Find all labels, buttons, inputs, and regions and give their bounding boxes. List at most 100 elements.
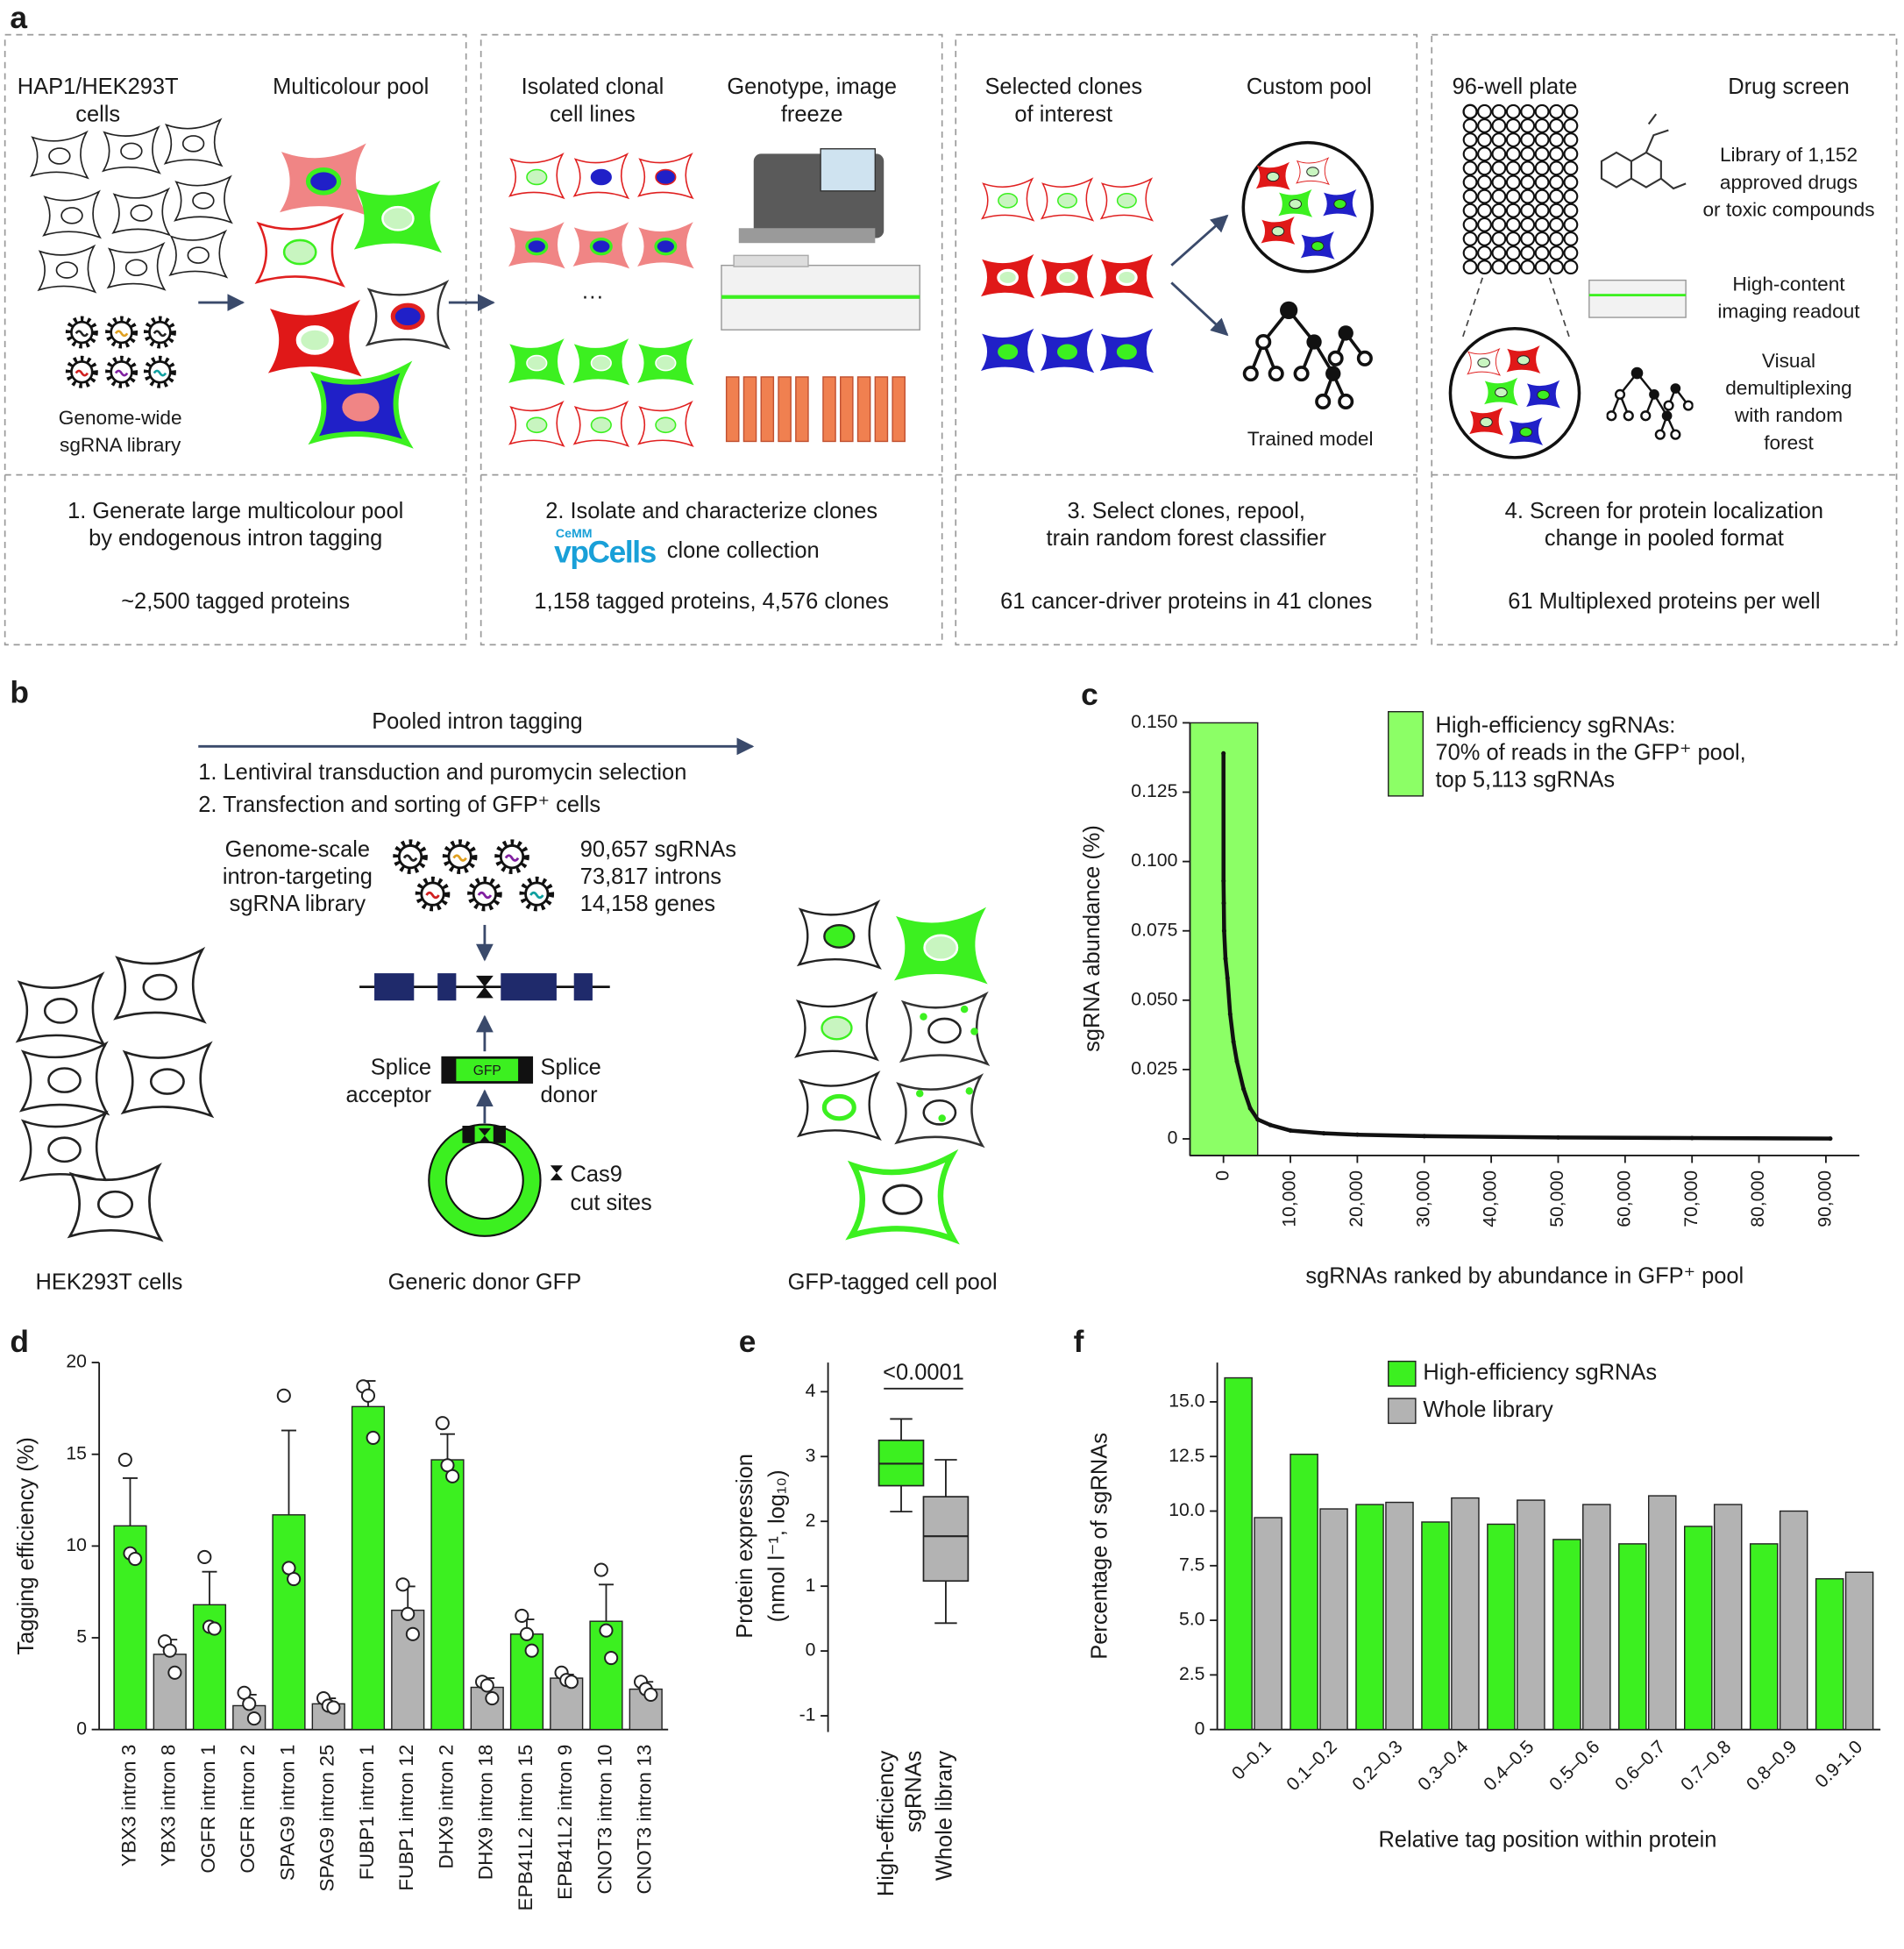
well bbox=[1520, 132, 1536, 147]
bar bbox=[1684, 1526, 1713, 1731]
well bbox=[1462, 146, 1478, 162]
well bbox=[1563, 174, 1579, 190]
data-point bbox=[1221, 878, 1226, 884]
well bbox=[1477, 217, 1492, 232]
panel-label: f bbox=[1074, 1325, 1084, 1359]
bar bbox=[1421, 1521, 1450, 1731]
bar bbox=[1517, 1499, 1545, 1731]
data-point bbox=[162, 1643, 177, 1658]
step-caption: 2. Isolate and characterize clones bbox=[545, 499, 877, 523]
x-tick-label: 0.5–0.6 bbox=[1545, 1737, 1603, 1795]
well bbox=[1549, 245, 1564, 260]
data-point bbox=[435, 1416, 450, 1431]
step-caption: 4. Screen for protein localization bbox=[1505, 499, 1823, 523]
well bbox=[1520, 174, 1536, 190]
x-tick-label: 0 bbox=[1212, 1170, 1233, 1181]
bar bbox=[1224, 1376, 1253, 1731]
data-point bbox=[1354, 1132, 1360, 1137]
well bbox=[1520, 260, 1536, 275]
well bbox=[1549, 188, 1564, 204]
bar bbox=[153, 1654, 187, 1731]
well bbox=[1462, 160, 1478, 176]
step-note: High-content bbox=[1732, 273, 1845, 295]
x-tick-label: 0.3–0.4 bbox=[1414, 1737, 1472, 1795]
y-tick-label: 0.150 bbox=[1131, 712, 1177, 732]
bar bbox=[1355, 1504, 1384, 1731]
well bbox=[1563, 217, 1579, 232]
data-point bbox=[519, 1626, 535, 1641]
well bbox=[1505, 160, 1521, 176]
well-plate bbox=[1462, 103, 1579, 275]
data-point bbox=[1227, 1012, 1233, 1017]
well bbox=[1462, 203, 1478, 218]
well bbox=[1563, 160, 1579, 176]
x-tick-label: 0.9-1.0 bbox=[1811, 1737, 1866, 1792]
bar bbox=[1582, 1504, 1611, 1731]
bar bbox=[351, 1405, 386, 1731]
step-stat: ~2,500 tagged proteins bbox=[121, 589, 350, 614]
step-caption: train random forest classifier bbox=[1047, 526, 1327, 551]
step-header: Isolated clonal bbox=[522, 75, 664, 99]
y-axis-label: Protein expression bbox=[733, 1454, 757, 1639]
x-tick-label: CNOT3 intron 13 bbox=[634, 1745, 656, 1895]
panel-b-illustrations bbox=[17, 737, 989, 1241]
well bbox=[1505, 188, 1521, 204]
library-stat: 90,657 sgRNAs bbox=[580, 837, 736, 862]
data-point bbox=[1234, 1058, 1240, 1063]
data-point bbox=[197, 1549, 212, 1564]
y-tick-label: 0.025 bbox=[1131, 1058, 1177, 1078]
data-point bbox=[405, 1626, 420, 1641]
well bbox=[1505, 174, 1521, 190]
well bbox=[1549, 231, 1564, 246]
legend-label: Whole library bbox=[1423, 1398, 1553, 1422]
data-point bbox=[360, 1388, 376, 1403]
y-axis-label: Tagging efficiency (%) bbox=[14, 1437, 39, 1654]
legend-swatch bbox=[1388, 1360, 1417, 1387]
x-axis-label: Relative tag position within protein bbox=[1378, 1828, 1716, 1853]
well bbox=[1462, 118, 1478, 133]
bar bbox=[1319, 1508, 1348, 1731]
x-tick-label: 30,000 bbox=[1413, 1170, 1433, 1227]
panel-label: a bbox=[10, 1, 27, 35]
data-point bbox=[207, 1621, 222, 1636]
well bbox=[1534, 188, 1550, 204]
bar bbox=[430, 1459, 465, 1731]
well bbox=[1477, 132, 1492, 147]
step-note: forest bbox=[1764, 431, 1814, 453]
step-header: Selected clones bbox=[984, 75, 1142, 99]
bar bbox=[1487, 1523, 1516, 1731]
well bbox=[1563, 203, 1579, 218]
well bbox=[1549, 146, 1564, 162]
data-point bbox=[1828, 1136, 1833, 1142]
well bbox=[1505, 231, 1521, 246]
well bbox=[1549, 132, 1564, 147]
x-tick-label: 90,000 bbox=[1815, 1170, 1836, 1227]
well bbox=[1505, 118, 1521, 133]
data-point bbox=[128, 1551, 143, 1567]
y-tick-label: 0.050 bbox=[1131, 989, 1177, 1009]
y-tick-label: 0 bbox=[1195, 1718, 1205, 1739]
well bbox=[1563, 118, 1579, 133]
y-tick-label: 4 bbox=[806, 1381, 816, 1401]
splice-acceptor: Splice bbox=[371, 1056, 431, 1080]
cut-sites: cut sites bbox=[570, 1191, 651, 1215]
bar bbox=[1647, 1495, 1677, 1731]
well bbox=[1462, 217, 1478, 232]
data-point bbox=[1241, 1086, 1247, 1092]
x-tick-label: CNOT3 intron 10 bbox=[593, 1745, 615, 1895]
y-tick-label: 0.100 bbox=[1131, 850, 1177, 871]
x-tick-label: 0.1–0.2 bbox=[1282, 1737, 1340, 1795]
well bbox=[1477, 174, 1492, 190]
data-point bbox=[524, 1643, 539, 1658]
well bbox=[1491, 146, 1507, 162]
legend-swatch bbox=[1388, 1398, 1417, 1425]
gfp-label: GFP bbox=[473, 1063, 501, 1078]
y-tick-label: 15.0 bbox=[1169, 1391, 1204, 1412]
well bbox=[1534, 203, 1550, 218]
data-point bbox=[445, 1469, 460, 1483]
brand-logo: vpCells bbox=[554, 535, 657, 569]
data-point bbox=[485, 1691, 500, 1706]
well bbox=[1491, 103, 1507, 119]
step-header: cells bbox=[75, 102, 120, 126]
